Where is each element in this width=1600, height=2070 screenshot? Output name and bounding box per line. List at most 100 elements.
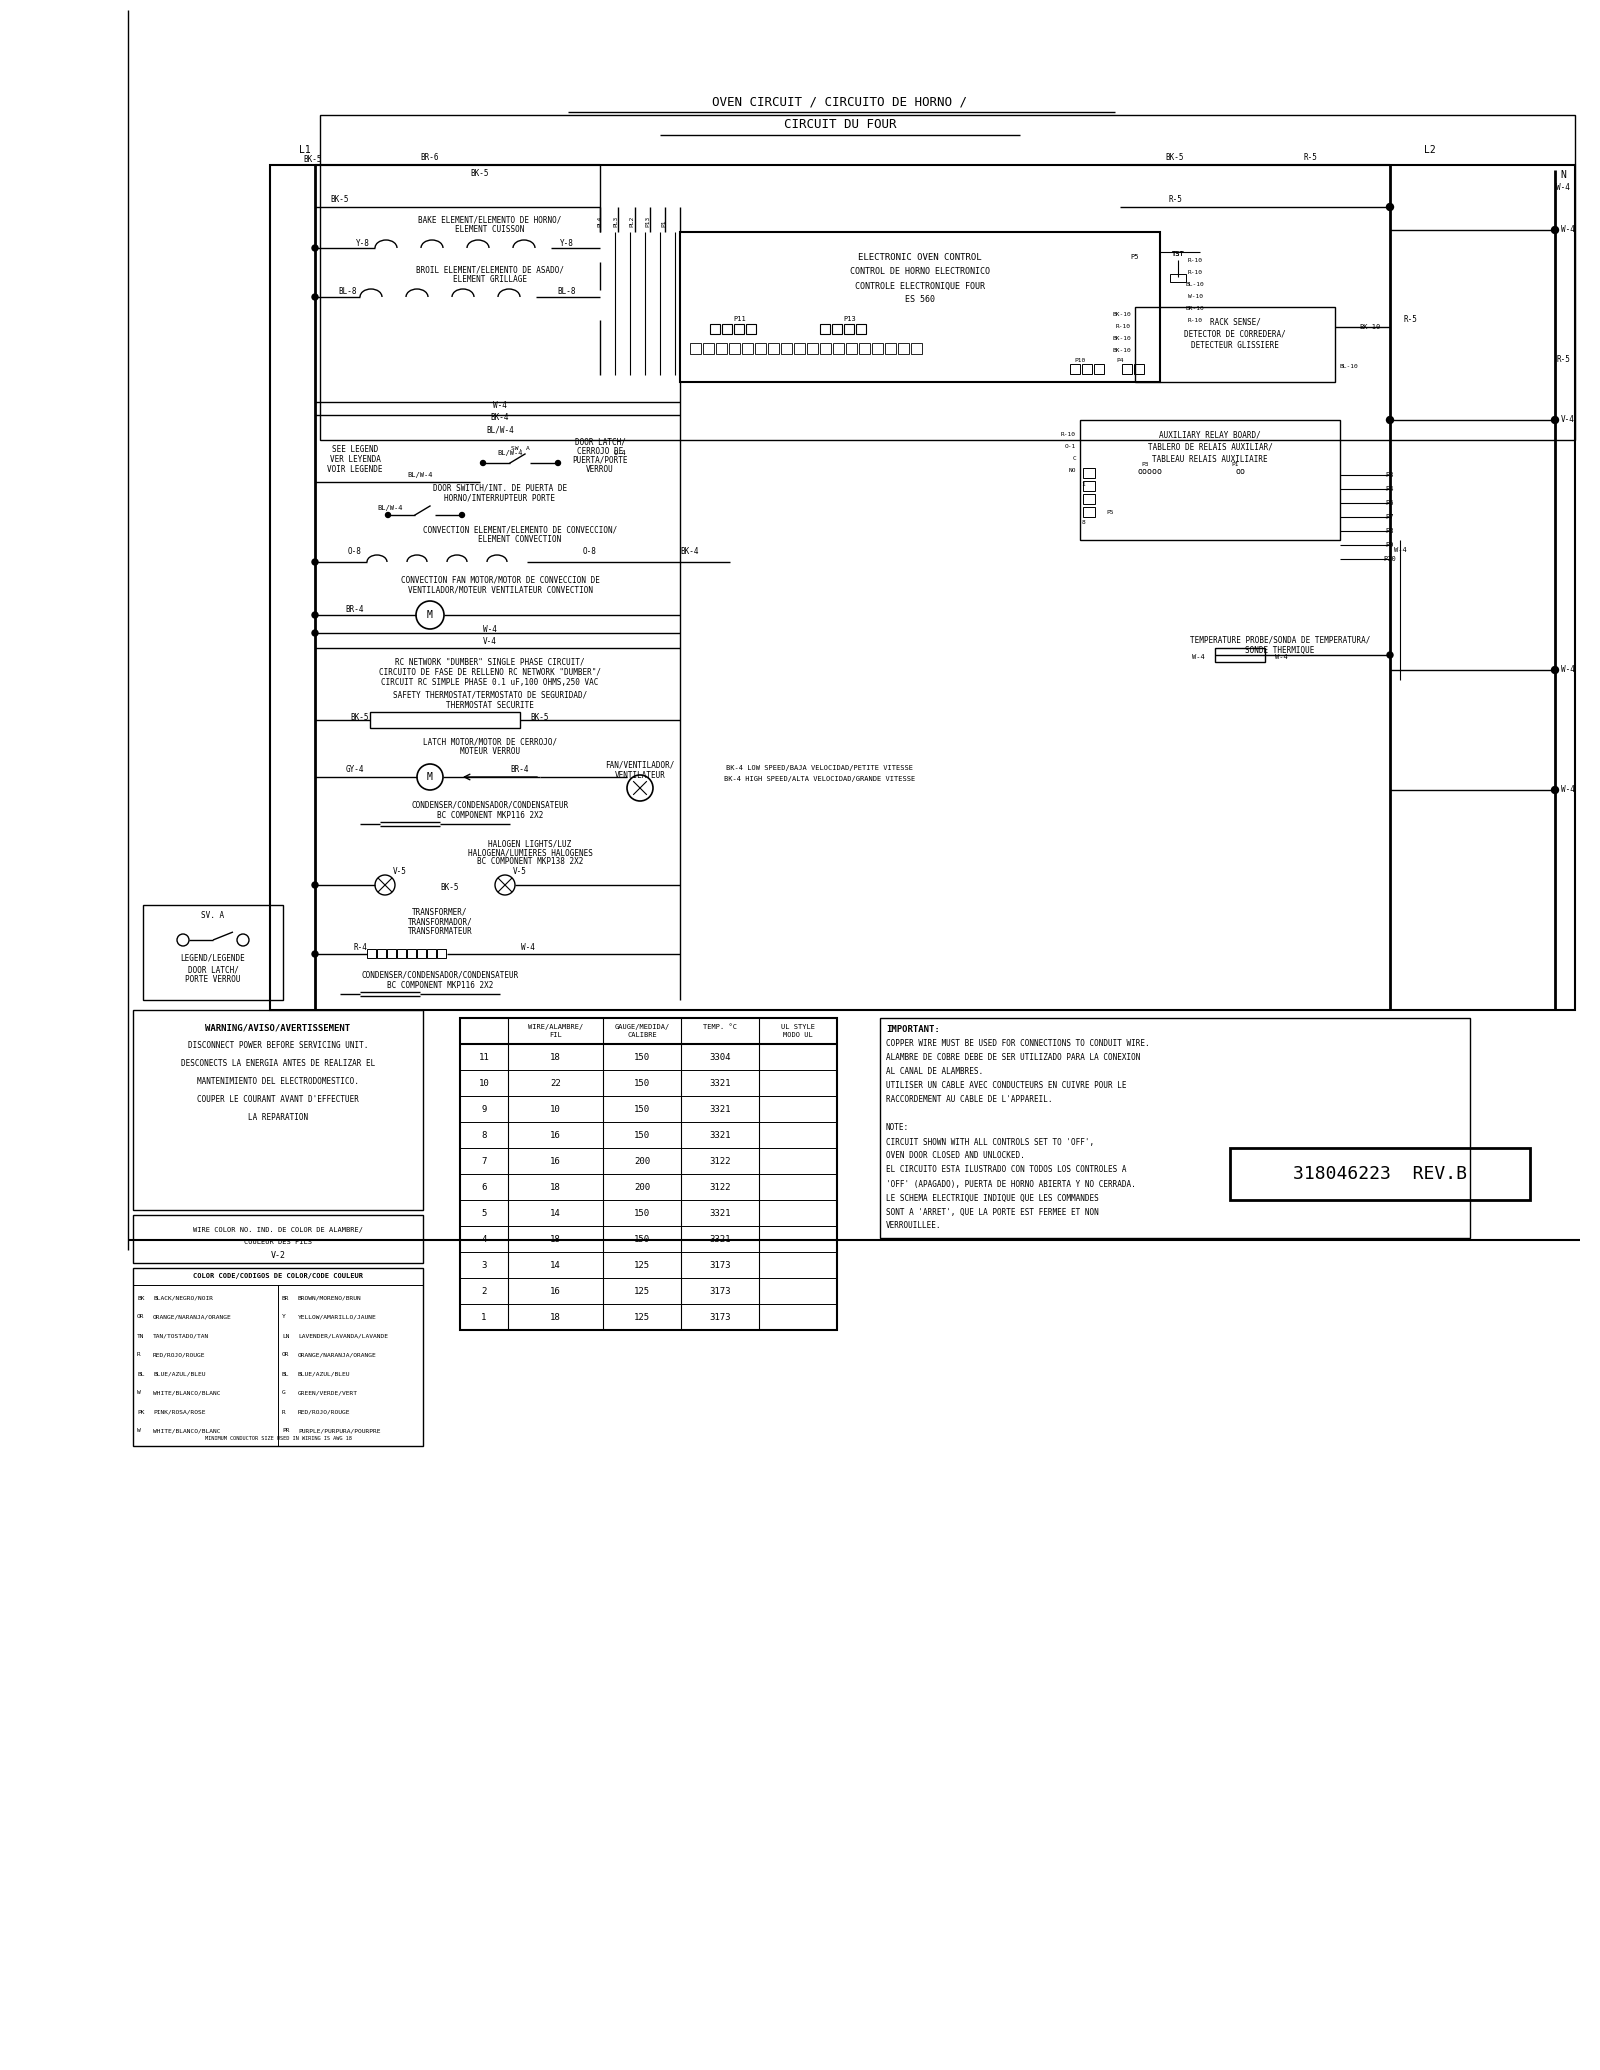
Text: R: R [282,1410,286,1414]
Text: BR-4: BR-4 [510,766,530,774]
Text: OR: OR [138,1314,144,1319]
Bar [133,1269,422,1447]
Text: FIL: FIL [549,1033,562,1037]
Text: ES 560: ES 560 [906,296,934,304]
Text: R-10: R-10 [1187,317,1203,323]
Text: BR-4: BR-4 [346,607,365,615]
Text: ELEMENT CONVECTION: ELEMENT CONVECTION [478,536,562,544]
Text: VER LEYENDA: VER LEYENDA [330,455,381,464]
Text: HALOGENA/LUMIERES HALOGENES: HALOGENA/LUMIERES HALOGENES [467,849,592,857]
Text: BR: BR [282,1296,290,1300]
Text: 3321: 3321 [709,1209,731,1217]
Text: 318046223  REV.B: 318046223 REV.B [1293,1165,1467,1182]
Bar [1134,306,1334,383]
Text: BC COMPONENT MKP116 2X2: BC COMPONENT MKP116 2X2 [437,811,542,820]
Text: BLACK/NEGRO/NOIR: BLACK/NEGRO/NOIR [154,1296,213,1300]
Circle shape [1387,416,1394,424]
Text: P3: P3 [1141,462,1149,468]
Text: BK-10: BK-10 [1112,348,1131,352]
Bar [710,325,720,333]
Text: P6: P6 [1386,501,1394,505]
Text: BR-6: BR-6 [421,153,440,161]
Text: BK-5: BK-5 [440,882,459,892]
Text: FAN/VENTILADOR/: FAN/VENTILADOR/ [605,760,675,770]
Bar [730,344,739,354]
Text: CIRCUIT DU FOUR: CIRCUIT DU FOUR [784,118,896,132]
Text: BL-10: BL-10 [1339,364,1358,371]
Text: 3: 3 [482,1261,486,1269]
Circle shape [1552,226,1558,234]
Text: LEGEND/LEGENDE: LEGEND/LEGENDE [181,954,245,963]
Text: SEE LEGEND: SEE LEGEND [331,445,378,455]
Bar [1080,420,1341,540]
Text: CIRCUIT SHOWN WITH ALL CONTROLS SET TO 'OFF',: CIRCUIT SHOWN WITH ALL CONTROLS SET TO '… [886,1138,1094,1147]
Text: CONTROL DE HORNO ELECTRONICO: CONTROL DE HORNO ELECTRONICO [850,267,990,277]
Text: L1: L1 [299,145,310,155]
Text: BK-10: BK-10 [1112,310,1131,317]
Text: CIRCUIT RC SIMPLE PHASE 0.1 uF,100 OHMS,250 VAC: CIRCUIT RC SIMPLE PHASE 0.1 uF,100 OHMS,… [381,677,598,687]
Text: PK: PK [138,1410,144,1414]
Text: W-4: W-4 [1192,654,1205,660]
Text: 3321: 3321 [709,1105,731,1114]
Bar [755,344,766,354]
Text: R-10: R-10 [1187,257,1203,263]
Text: SAFETY THERMOSTAT/TERMOSTATO DE SEGURIDAD/: SAFETY THERMOSTAT/TERMOSTATO DE SEGURIDA… [394,691,587,700]
Text: 5: 5 [482,1209,486,1217]
Text: W-10: W-10 [1187,294,1203,298]
Bar [1094,364,1104,375]
Bar [680,232,1160,383]
Text: V-2: V-2 [270,1250,285,1259]
Bar [768,344,779,354]
Text: 16: 16 [550,1130,562,1138]
Text: 1: 1 [1082,482,1085,489]
Bar [1083,468,1094,478]
Circle shape [312,629,318,635]
Text: DOOR LATCH/: DOOR LATCH/ [574,437,626,447]
Text: BL/W-4: BL/W-4 [408,472,432,478]
Bar [846,344,858,354]
Text: BL-8: BL-8 [339,288,357,296]
Text: EL CIRCUITO ESTA ILUSTRADO CON TODOS LOS CONTROLES A: EL CIRCUITO ESTA ILUSTRADO CON TODOS LOS… [886,1165,1126,1174]
Text: BL: BL [282,1372,290,1377]
Text: OR: OR [282,1352,290,1358]
Circle shape [312,613,318,619]
Text: 10: 10 [550,1105,562,1114]
Bar [1083,507,1094,518]
Text: VENTILATEUR: VENTILATEUR [614,770,666,780]
Text: R-10: R-10 [1187,269,1203,275]
Text: WHITE/BLANCO/BLANC: WHITE/BLANCO/BLANC [154,1391,221,1395]
Text: W-4: W-4 [483,625,498,635]
Text: ELECTRONIC OVEN CONTROL: ELECTRONIC OVEN CONTROL [858,253,982,261]
Text: 3122: 3122 [709,1182,731,1192]
Circle shape [459,513,464,518]
Text: HALOGEN LIGHTS/LUZ: HALOGEN LIGHTS/LUZ [488,840,571,849]
Bar [910,344,922,354]
Text: SONT A 'ARRET', QUE LA PORTE EST FERMEE ET NON: SONT A 'ARRET', QUE LA PORTE EST FERMEE … [886,1207,1099,1217]
Text: BROIL ELEMENT/ELEMENTO DE ASADO/: BROIL ELEMENT/ELEMENTO DE ASADO/ [416,265,563,275]
Text: BK-5: BK-5 [470,168,490,178]
Text: 200: 200 [634,1157,650,1165]
Text: SONDE THERMIQUE: SONDE THERMIQUE [1245,646,1315,654]
Text: DOOR SWITCH/INT. DE PUERTA DE: DOOR SWITCH/INT. DE PUERTA DE [434,484,566,493]
Text: NO: NO [1069,468,1075,474]
Text: ORANGE/NARANJA/ORANGE: ORANGE/NARANJA/ORANGE [154,1314,232,1319]
Text: P4: P4 [1117,358,1123,362]
Bar [1070,364,1080,375]
Text: O-4: O-4 [614,449,626,455]
Text: 200: 200 [634,1182,650,1192]
Bar [397,948,406,958]
Text: W-4: W-4 [522,944,534,952]
Text: PUERTA/PORTE: PUERTA/PORTE [573,455,627,464]
Text: BK-5: BK-5 [331,195,349,205]
Text: MODO UL: MODO UL [782,1033,813,1037]
Bar [370,712,520,729]
Text: P5: P5 [1106,509,1114,515]
Text: CALIBRE: CALIBRE [627,1033,658,1037]
Text: GREEN/VERDE/VERT: GREEN/VERDE/VERT [298,1391,358,1395]
Text: PL2: PL2 [629,215,635,228]
Text: 150: 150 [634,1052,650,1062]
Text: R-5: R-5 [1168,195,1182,205]
Text: 9: 9 [482,1105,486,1114]
Text: 3321: 3321 [709,1234,731,1244]
Text: PURPLE/PURPURA/POURPRE: PURPLE/PURPURA/POURPRE [298,1428,381,1435]
